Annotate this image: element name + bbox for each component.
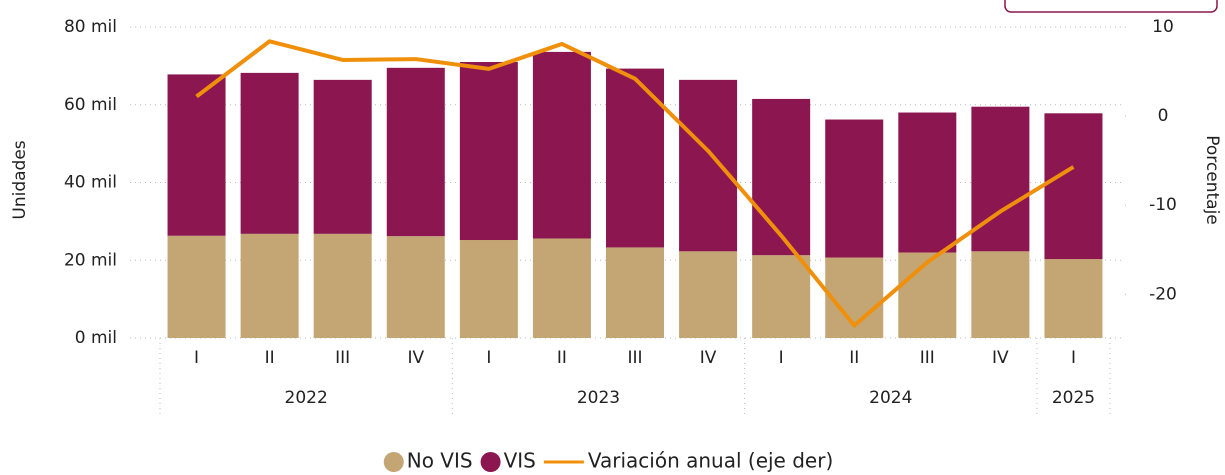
bar [313, 233, 372, 338]
bar [386, 236, 445, 338]
x-tick-label: III [335, 348, 350, 368]
x-tick-label: I [194, 348, 199, 368]
x-tick-label: III [627, 348, 642, 368]
y-tick-label: 0 mil [75, 328, 117, 348]
x-tick-label: I [1071, 348, 1076, 368]
x-tick-label: III [920, 348, 935, 368]
x-tick-label: I [486, 348, 491, 368]
bar [240, 72, 299, 234]
bar [825, 119, 884, 258]
bar [240, 233, 299, 338]
x-tick-label: IV [700, 348, 717, 368]
bar [459, 61, 518, 241]
x-group-label: 2024 [869, 388, 912, 408]
x-group-label: 2025 [1052, 388, 1095, 408]
bar [971, 106, 1030, 252]
bar [752, 98, 811, 256]
bar [679, 79, 738, 252]
x-tick-label: IV [992, 348, 1009, 368]
bar [313, 79, 372, 234]
y-tick-label: 20 mil [64, 250, 117, 270]
bar [1044, 259, 1103, 338]
bar [167, 235, 226, 338]
y2-tick-label: 10 [1152, 17, 1174, 37]
bar [898, 112, 957, 253]
legend-label: Variación anual (eje der) [588, 449, 833, 473]
bar [386, 67, 445, 237]
legend-swatch [480, 452, 501, 472]
legend-label: VIS [504, 449, 536, 473]
x-tick-label: IV [407, 348, 424, 368]
y2-tick-label: -10 [1149, 195, 1177, 215]
bar [606, 247, 664, 338]
y2-tick-label: 0 [1158, 106, 1169, 126]
legend-swatch [383, 452, 404, 472]
x-tick-label: II [265, 348, 275, 368]
bar [1044, 113, 1103, 260]
bar [532, 51, 591, 239]
y2-tick-label: -20 [1149, 284, 1177, 304]
x-tick-label: I [779, 348, 784, 368]
y-tick-label: 80 mil [64, 17, 117, 37]
x-tick-label: II [849, 348, 859, 368]
y-axis-title: Unidades [10, 140, 30, 219]
y-tick-label: 60 mil [64, 95, 117, 115]
bar [752, 255, 811, 338]
bar [898, 252, 957, 338]
legend-label: No VIS [407, 449, 473, 473]
clipped-box [1004, 0, 1218, 13]
y-tick-label: 40 mil [64, 173, 117, 193]
bar [459, 240, 518, 338]
line [195, 39, 1075, 328]
x-tick-label: II [557, 348, 567, 368]
bar [679, 251, 738, 338]
y2-axis-title: Porcentaje [1202, 135, 1222, 225]
x-group-label: 2023 [577, 388, 620, 408]
legend: No VIS VIS Variación anual (eje der) [383, 449, 833, 473]
bar [606, 68, 664, 248]
bar [167, 74, 226, 236]
bar [971, 251, 1030, 338]
x-group-label: 2022 [285, 388, 328, 408]
bar [532, 238, 591, 338]
